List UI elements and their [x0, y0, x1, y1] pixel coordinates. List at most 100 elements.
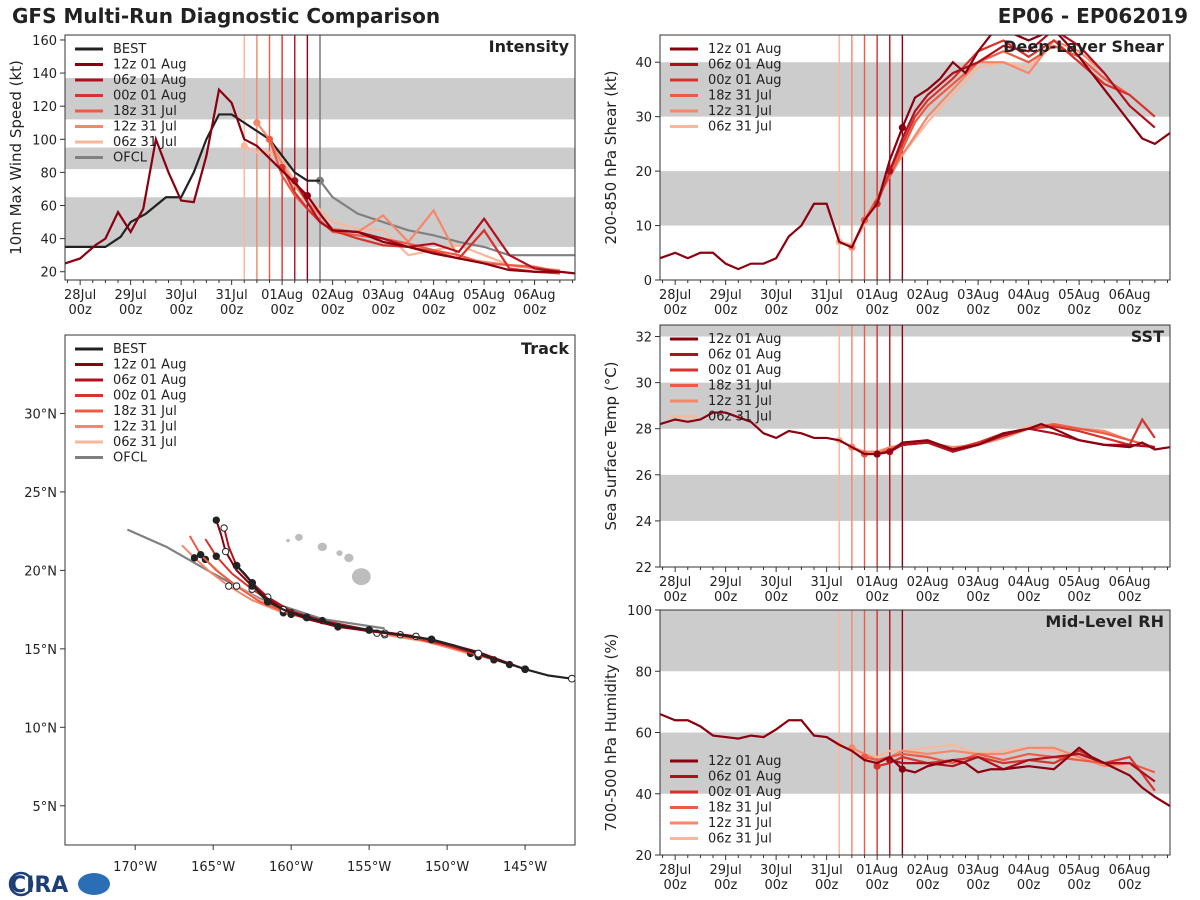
x-tick-label: 00z — [1118, 303, 1142, 318]
model-run-line — [876, 39, 1156, 205]
x-tick-label: 160°W — [269, 860, 313, 875]
legend-label: 12z 31 Jul — [708, 394, 772, 409]
logo-globe-icon — [8, 871, 34, 897]
model-track-line — [188, 535, 479, 657]
x-tick-label: 28Jul — [659, 288, 691, 303]
y-axis-label: Sea Surface Temp (°C) — [602, 361, 620, 530]
x-tick-label: 30Jul — [760, 288, 792, 303]
x-tick-label: 04Aug — [1008, 288, 1050, 303]
island-shape — [344, 553, 354, 563]
x-tick-label: 01Aug — [856, 863, 898, 878]
shaded-band — [660, 382, 1170, 429]
shaded-band — [660, 474, 1170, 521]
x-tick-label: 01Aug — [856, 575, 898, 590]
x-tick-label: 03Aug — [957, 575, 999, 590]
x-tick-label: 145°W — [503, 860, 547, 875]
x-tick-label: 02Aug — [312, 288, 354, 303]
y-tick-label: 24 — [635, 515, 652, 530]
legend-label: 06z 31 Jul — [708, 120, 772, 135]
legend-label: 18z 31 Jul — [708, 89, 772, 104]
x-tick-label: 06Aug — [1109, 575, 1151, 590]
page-title: GFS Multi-Run Diagnostic Comparison — [12, 4, 441, 28]
legend-label: 06z 31 Jul — [708, 410, 772, 425]
model-run-line — [660, 713, 1170, 807]
x-tick-label: 155°W — [347, 860, 391, 875]
best-position-marker — [302, 613, 311, 622]
x-tick-label: 00z — [1017, 878, 1041, 893]
x-tick-label: 00z — [1017, 303, 1041, 318]
best-position-marker — [365, 626, 374, 634]
x-tick-label: 02Aug — [907, 863, 949, 878]
y-tick-label: 30 — [635, 377, 652, 392]
model-run-line — [889, 752, 1156, 783]
x-tick-label: 06Aug — [514, 288, 556, 303]
island-shape — [317, 542, 328, 552]
y-tick-label: 30 — [635, 111, 652, 126]
x-tick-label: 00z — [714, 590, 738, 605]
y-tick-label: 30°N — [24, 407, 57, 422]
x-tick-label: 00z — [1118, 590, 1142, 605]
y-tick-label: 15°N — [24, 643, 57, 658]
x-tick-label: 28Jul — [659, 863, 691, 878]
model-run-line — [888, 35, 1156, 172]
model-run-line — [281, 166, 560, 275]
chart-title: Track — [521, 339, 569, 358]
legend-label: 12z 31 Jul — [113, 120, 177, 135]
legend-label: 06z 01 Aug — [708, 770, 782, 785]
y-tick-label: 10 — [635, 220, 652, 235]
best-position-marker — [567, 674, 575, 683]
model-init-marker — [873, 450, 881, 458]
y-axis-label: 10m Max Wind Speed (kt) — [7, 60, 25, 255]
x-tick-label: 01Aug — [856, 288, 898, 303]
x-tick-label: 00z — [916, 878, 940, 893]
model-run-line — [660, 411, 1170, 456]
best-position-marker — [427, 635, 436, 644]
legend-label: 12z 31 Jul — [708, 104, 772, 119]
x-tick-label: 00z — [169, 303, 193, 318]
track-chart: 170°W 165°W 160°W 155°W 150°W 145°W 5°N 10°N 15°… — [24, 334, 576, 875]
x-tick-label: 00z — [916, 303, 940, 318]
x-tick-label: 30Jul — [165, 288, 197, 303]
shaded-band — [660, 62, 1170, 117]
track-position-marker — [221, 547, 230, 556]
model-init-marker — [873, 762, 881, 770]
y-tick-label: 40 — [40, 233, 57, 248]
x-tick-label: 30Jul — [760, 575, 792, 590]
x-tick-label: 02Aug — [907, 288, 949, 303]
ofcl-track-line — [126, 528, 385, 630]
track-position-marker — [196, 550, 205, 559]
legend-label: 18z 31 Jul — [113, 404, 177, 419]
legend-label: 12z 01 Aug — [113, 58, 187, 73]
x-tick-label: 00z — [472, 303, 496, 318]
x-tick-label: 00z — [1118, 878, 1142, 893]
track-position-marker — [190, 554, 199, 562]
x-tick-label: 31Jul — [216, 288, 248, 303]
model-track-line — [181, 544, 471, 655]
model-run-line — [660, 35, 1170, 271]
x-tick-label: 00z — [865, 590, 889, 605]
legend-label: 06z 01 Aug — [113, 73, 187, 88]
x-tick-label: 06Aug — [1109, 863, 1151, 878]
y-axis-label: 700-500 hPa Humidity (%) — [602, 633, 620, 831]
logo-text: CIRA — [10, 873, 68, 898]
legend-label: OFCL — [113, 451, 148, 466]
y-tick-label: 100 — [627, 604, 652, 619]
x-tick-label: 170°W — [113, 860, 157, 875]
x-tick-label: 02Aug — [907, 575, 949, 590]
shaded-band — [660, 325, 1170, 337]
x-tick-label: 00z — [815, 878, 839, 893]
legend-label: 00z 01 Aug — [113, 389, 187, 404]
intensity-plot-area — [65, 35, 575, 280]
x-tick-label: 04Aug — [413, 288, 455, 303]
y-tick-label: 22 — [635, 561, 652, 576]
legend-label: 06z 31 Jul — [113, 135, 177, 150]
x-tick-label: 00z — [764, 590, 788, 605]
model-init-marker — [265, 135, 274, 143]
model-run-line — [65, 87, 575, 275]
legend-label: 00z 01 Aug — [708, 363, 782, 378]
y-tick-label: 5°N — [33, 800, 58, 815]
y-tick-label: 120 — [32, 100, 57, 115]
shaded-band — [660, 610, 1170, 672]
y-tick-label: 10°N — [24, 721, 57, 736]
